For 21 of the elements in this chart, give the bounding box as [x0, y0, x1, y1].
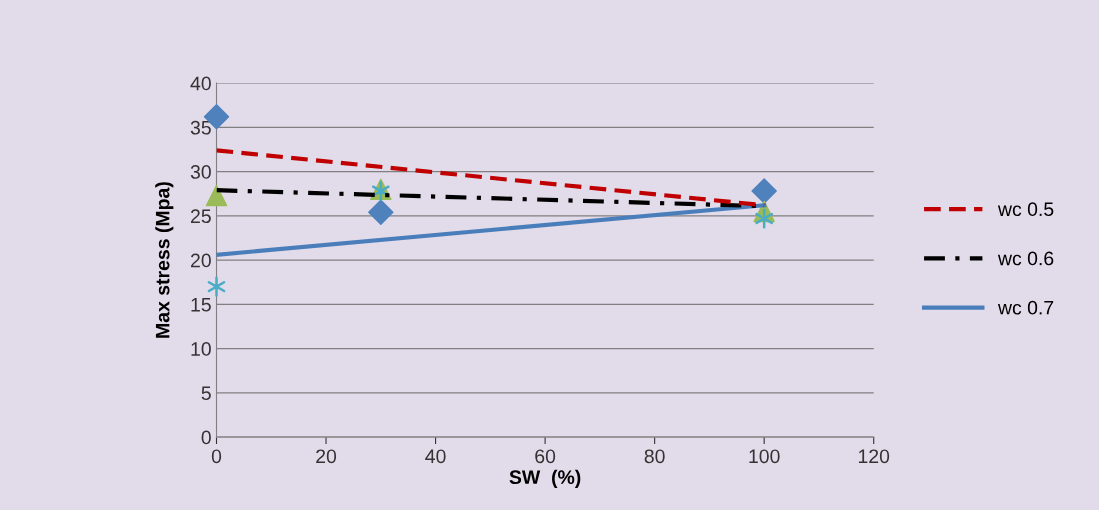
- y-axis-title: Max stress (Mpa): [155, 182, 174, 338]
- legend-label: wc 0.5: [997, 202, 1054, 217]
- x-axis-title: SW (%): [509, 469, 581, 488]
- x-tick-label: 120: [858, 449, 890, 464]
- legend-label: wc 0.7: [997, 300, 1054, 315]
- y-tick-label: 35: [190, 120, 211, 135]
- x-tick-label: 40: [425, 449, 446, 464]
- y-tick-label: 15: [191, 298, 211, 312]
- y-tick-label: 25: [190, 209, 211, 224]
- x-tick-label: 100: [749, 449, 780, 464]
- x-tick-label: 60: [535, 449, 556, 464]
- x-tick-label: 20: [316, 449, 337, 464]
- legend-label: wc 0.6: [997, 251, 1054, 266]
- x-tick-label: 0: [211, 449, 222, 464]
- y-tick-label: 20: [190, 253, 211, 268]
- y-tick-label: 40: [190, 76, 211, 91]
- y-tick-label: 10: [191, 342, 211, 356]
- y-tick-label: 30: [190, 165, 211, 179]
- y-tick-label: 5: [201, 386, 211, 401]
- y-tick-label: 0: [201, 430, 211, 445]
- x-tick-label: 80: [644, 449, 665, 464]
